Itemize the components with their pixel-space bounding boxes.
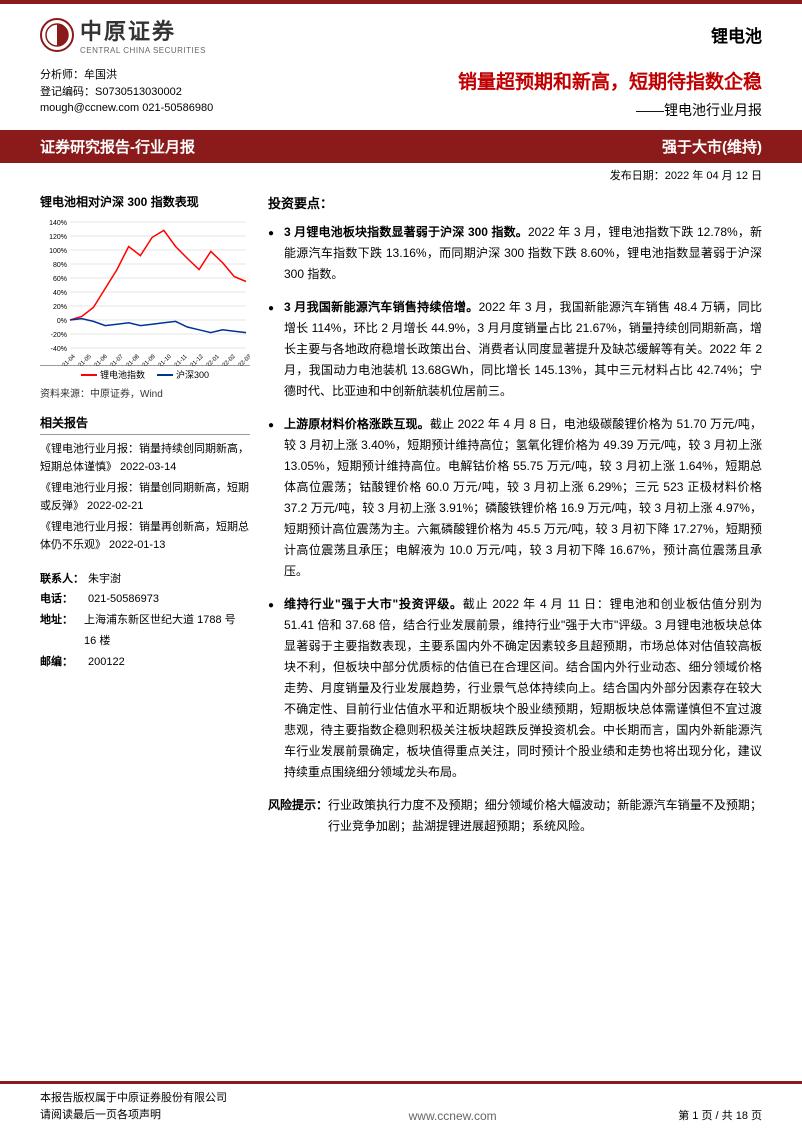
legend-item-2: 沪深300 xyxy=(157,368,209,381)
bullet-text: 上游原材料价格涨跌互现。截止 2022 年 4 月 8 日，电池级碳酸锂价格为 … xyxy=(284,414,762,582)
svg-text:21-12: 21-12 xyxy=(190,353,206,366)
legend-swatch-1 xyxy=(81,374,97,376)
svg-text:22-02: 22-02 xyxy=(222,353,238,366)
footer-left: 本报告版权属于中原证券股份有限公司 请阅读最后一页各项声明 xyxy=(40,1090,227,1123)
perf-chart: -40%-20%0%20%40%60%80%100%120%140%21-042… xyxy=(40,216,250,366)
contact-name: 朱宇澍 xyxy=(88,569,121,590)
risk-row: 风险提示： 行业政策执行力度不及预期；细分领域价格大幅波动；新能源汽车销量不及预… xyxy=(268,795,762,837)
legend-label-1: 锂电池指数 xyxy=(100,368,145,381)
svg-text:60%: 60% xyxy=(53,276,67,283)
bullet-text: 维持行业"强于大市"投资评级。截止 2022 年 4 月 11 日：锂电池和创业… xyxy=(284,594,762,783)
bullet-body: 截止 2022 年 4 月 8 日，电池级碳酸锂价格为 51.70 万元/吨，较… xyxy=(284,417,762,578)
logo: 中原证券 CENTRAL CHINA SECURITIES xyxy=(40,14,206,55)
publish-date: 发布日期：2022 年 04 月 12 日 xyxy=(0,163,802,193)
svg-text:21-10: 21-10 xyxy=(158,353,174,366)
svg-text:21-11: 21-11 xyxy=(174,353,189,366)
svg-text:0%: 0% xyxy=(57,318,67,325)
sector-label: 锂电池 xyxy=(711,22,762,47)
svg-text:21-08: 21-08 xyxy=(126,353,142,366)
analyst-code: 登记编码：S0730513030002 xyxy=(40,84,213,101)
zip-label: 邮编： xyxy=(40,652,88,673)
copyright: 本报告版权属于中原证券股份有限公司 xyxy=(40,1090,227,1107)
title-row: 分析师：牟国洪 登记编码：S0730513030002 mough@ccnew.… xyxy=(0,63,802,124)
chart-legend: 锂电池指数 沪深300 xyxy=(40,368,250,381)
main-body: 投资要点： ●3 月锂电池板块指数显著弱于沪深 300 指数。2022 年 3 … xyxy=(268,193,762,837)
analyst-contact: mough@ccnew.com 021-50586980 xyxy=(40,100,213,117)
addr-value: 上海浦东新区世纪大道 1788 号 16 楼 xyxy=(84,610,250,652)
bullet-dot-icon: ● xyxy=(268,414,284,582)
bullet-body: 截止 2022 年 4 月 11 日：锂电池和创业板估值分别为 51.41 倍和… xyxy=(284,597,762,779)
bullet-text: 3 月锂电池板块指数显著弱于沪深 300 指数。2022 年 3 月，锂电池指数… xyxy=(284,222,762,285)
title-block: 销量超预期和新高，短期待指数企稳 ——锂电池行业月报 xyxy=(458,67,762,120)
legend-label-2: 沪深300 xyxy=(176,368,209,381)
chart-svg: -40%-20%0%20%40%60%80%100%120%140%21-042… xyxy=(40,216,250,366)
invest-heading: 投资要点： xyxy=(268,193,762,212)
band-right: 强于大市(维持) xyxy=(662,136,762,157)
svg-text:22-01: 22-01 xyxy=(206,353,222,366)
footer-url: www.ccnew.com xyxy=(409,1109,497,1123)
svg-text:80%: 80% xyxy=(53,262,67,269)
chart-title: 锂电池相对沪深 300 指数表现 xyxy=(40,193,250,210)
bullet-body: 2022 年 3 月，我国新能源汽车销售 48.4 万辆，同比增长 114%，环… xyxy=(284,300,762,398)
bullet-lead: 3 月锂电池板块指数显著弱于沪深 300 指数。 xyxy=(284,225,528,239)
bullet-item: ●3 月锂电池板块指数显著弱于沪深 300 指数。2022 年 3 月，锂电池指… xyxy=(268,222,762,285)
contact-heading: 联系人： xyxy=(40,569,88,590)
bullet-lead: 3 月我国新能源汽车销售持续倍增。 xyxy=(284,300,479,314)
bullet-dot-icon: ● xyxy=(268,222,284,285)
related-item: 《锂电池行业月报：销量创同期新高，短期或反弹》 2022-02-21 xyxy=(40,480,250,515)
phone-label: 电话： xyxy=(40,589,88,610)
page-number: 第 1 页 / 共 18 页 xyxy=(678,1107,762,1123)
svg-text:21-04: 21-04 xyxy=(62,353,78,366)
zip-value: 200122 xyxy=(88,652,125,673)
svg-text:120%: 120% xyxy=(49,234,67,241)
analyst-block: 分析师：牟国洪 登记编码：S0730513030002 mough@ccnew.… xyxy=(40,67,213,120)
bullet-item: ●维持行业"强于大市"投资评级。截止 2022 年 4 月 11 日：锂电池和创… xyxy=(268,594,762,783)
logo-en: CENTRAL CHINA SECURITIES xyxy=(80,46,206,55)
svg-text:21-09: 21-09 xyxy=(142,353,158,366)
bullet-lead: 维持行业"强于大市"投资评级。 xyxy=(284,597,463,611)
logo-cn: 中原证券 xyxy=(80,14,206,46)
analyst-name: 分析师：牟国洪 xyxy=(40,67,213,84)
contact-block: 联系人： 朱宇澍 电话： 021-50586973 地址： 上海浦东新区世纪大道… xyxy=(40,569,250,673)
svg-text:-20%: -20% xyxy=(51,332,67,339)
svg-text:140%: 140% xyxy=(49,220,67,227)
category-band: 证券研究报告-行业月报 强于大市(维持) xyxy=(0,130,802,163)
sub-title: ——锂电池行业月报 xyxy=(458,100,762,120)
svg-text:22-03: 22-03 xyxy=(238,353,250,366)
svg-text:21-05: 21-05 xyxy=(78,353,94,366)
related-list: 《锂电池行业月报：销量持续创同期新高，短期总体谨慎》 2022-03-14 《锂电… xyxy=(40,441,250,555)
disclaimer-ref: 请阅读最后一页各项声明 xyxy=(40,1107,227,1124)
svg-text:40%: 40% xyxy=(53,290,67,297)
sidebar: 锂电池相对沪深 300 指数表现 -40% -20% 0% 20% 40% 60% 80% 1… xyxy=(40,193,250,837)
chart-source: 资料来源：中原证券，Wind xyxy=(40,385,250,400)
band-left: 证券研究报告-行业月报 xyxy=(40,136,195,157)
svg-text:20%: 20% xyxy=(53,304,67,311)
bullet-dot-icon: ● xyxy=(268,297,284,402)
svg-text:100%: 100% xyxy=(49,248,67,255)
bullet-dot-icon: ● xyxy=(268,594,284,783)
bullet-item: ●3 月我国新能源汽车销售持续倍增。2022 年 3 月，我国新能源汽车销售 4… xyxy=(268,297,762,402)
risk-label: 风险提示： xyxy=(268,795,328,837)
main-title: 销量超预期和新高，短期待指数企稳 xyxy=(458,67,762,94)
related-heading: 相关报告 xyxy=(40,414,250,435)
bullet-list: ●3 月锂电池板块指数显著弱于沪深 300 指数。2022 年 3 月，锂电池指… xyxy=(268,222,762,783)
legend-swatch-2 xyxy=(157,374,173,376)
bullet-lead: 上游原材料价格涨跌互现。 xyxy=(284,417,430,431)
related-item: 《锂电池行业月报：销量持续创同期新高，短期总体谨慎》 2022-03-14 xyxy=(40,441,250,476)
header: 中原证券 CENTRAL CHINA SECURITIES 锂电池 xyxy=(0,4,802,63)
svg-text:21-06: 21-06 xyxy=(94,353,110,366)
legend-item-1: 锂电池指数 xyxy=(81,368,145,381)
addr-label: 地址： xyxy=(40,610,84,652)
svg-text:-40%: -40% xyxy=(51,346,67,353)
risk-body: 行业政策执行力度不及预期；细分领域价格大幅波动；新能源汽车销量不及预期；行业竞争… xyxy=(328,795,762,837)
related-item: 《锂电池行业月报：销量再创新高，短期总体仍不乐观》 2022-01-13 xyxy=(40,519,250,554)
svg-text:21-07: 21-07 xyxy=(110,353,126,366)
footer: 本报告版权属于中原证券股份有限公司 请阅读最后一页各项声明 www.ccnew.… xyxy=(0,1081,802,1133)
phone-value: 021-50586973 xyxy=(88,589,159,610)
logo-icon xyxy=(40,18,74,52)
bullet-item: ●上游原材料价格涨跌互现。截止 2022 年 4 月 8 日，电池级碳酸锂价格为… xyxy=(268,414,762,582)
content: 锂电池相对沪深 300 指数表现 -40% -20% 0% 20% 40% 60% 80% 1… xyxy=(0,193,802,837)
bullet-text: 3 月我国新能源汽车销售持续倍增。2022 年 3 月，我国新能源汽车销售 48… xyxy=(284,297,762,402)
